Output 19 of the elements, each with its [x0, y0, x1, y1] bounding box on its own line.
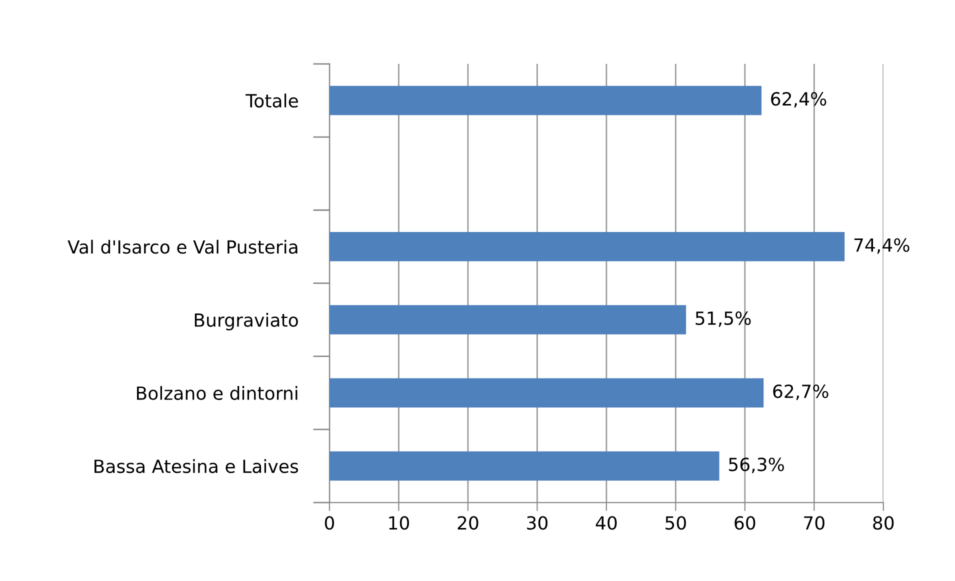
x-tick-label: 40 [596, 516, 617, 530]
x-tick-label: 70 [804, 516, 824, 530]
y-tick-label: Val d'Isarco e Val Pusteria [68, 240, 298, 254]
y-tick-label: Bolzano e dintorni [137, 386, 298, 400]
data-label: 74,4% [854, 238, 910, 254]
data-label: 62,7% [773, 384, 828, 400]
x-tick-label: 10 [389, 516, 409, 530]
y-tick-label: Totale [246, 94, 298, 108]
x-tick-label: 30 [527, 516, 548, 530]
x-tick-label: 50 [666, 516, 686, 530]
y-tick-label: Burgraviato [194, 312, 298, 330]
y-tick-label: Bassa Atesina e Laives [94, 459, 298, 474]
data-label: 51,5% [696, 311, 751, 327]
x-tick-label: 20 [458, 516, 478, 530]
x-tick-label: 0 [324, 516, 334, 530]
x-tick-label: 60 [734, 516, 756, 530]
data-label: 62,4% [771, 92, 826, 108]
data-label: 56,3% [729, 458, 784, 474]
x-tick-label: 80 [873, 516, 894, 530]
